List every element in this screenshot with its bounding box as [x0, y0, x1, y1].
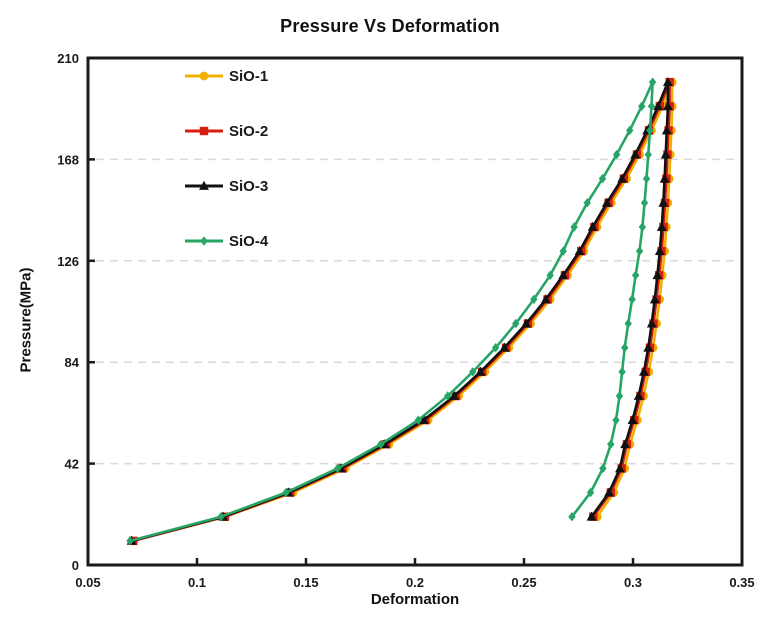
series-SiO-4-marker — [583, 198, 591, 208]
series-SiO-3-marker — [601, 197, 612, 207]
series-SiO-4-marker — [586, 487, 595, 498]
series-SiO-3-marker — [521, 318, 532, 328]
series-SiO-4-marker — [530, 294, 538, 305]
series-SiO-3-marker — [617, 173, 627, 183]
x-axis-title: Deformation — [370, 591, 460, 608]
series-SiO-4-marker — [607, 439, 615, 449]
series-SiO-4-line — [128, 80, 654, 543]
legend-SiO-4-label: SiO-4 — [229, 233, 269, 250]
series-SiO-4-marker — [612, 415, 620, 425]
series-SiO-2-line — [132, 80, 671, 543]
series-SiO-3-marker — [586, 511, 597, 521]
series-SiO-3-marker — [654, 245, 665, 256]
series-SiO-3-marker — [659, 173, 670, 183]
series-SiO-4-marker — [618, 367, 626, 377]
series-SiO-3-marker — [418, 414, 429, 425]
series-SiO-4-marker — [646, 125, 654, 136]
series-SiO-3-marker — [656, 221, 667, 231]
x-tick-label-0.25: 0.25 — [511, 575, 536, 590]
series-SiO-4-marker — [621, 343, 629, 353]
x-tick-label-0.35: 0.35 — [729, 575, 754, 590]
series-SiO-3-marker — [499, 342, 510, 352]
series-SiO-4-marker — [638, 101, 646, 111]
series-SiO-4-marker — [126, 536, 134, 546]
series-SiO-3-marker — [615, 463, 625, 473]
series-SiO-4-marker — [631, 270, 640, 280]
series-SiO-4-marker — [414, 415, 422, 425]
series-SiO-3-marker — [658, 197, 669, 207]
y-tick-label-0: 0 — [72, 558, 79, 573]
series-SiO-4-marker — [491, 343, 500, 353]
series-SiO-4-marker — [644, 149, 652, 160]
series-SiO-3-marker — [574, 245, 585, 256]
y-tick-label-168: 168 — [57, 152, 79, 167]
legend-SiO-1-label: SiO-1 — [229, 68, 268, 85]
series-SiO-4-marker — [377, 439, 385, 449]
series-SiO-4-marker — [624, 318, 632, 329]
series-SiO-4-marker — [648, 77, 657, 87]
series-SiO-4-marker — [647, 101, 656, 111]
series-SiO-4-marker — [444, 391, 452, 401]
x-tick-label-0.2: 0.2 — [406, 575, 424, 590]
series-SiO-3-marker — [660, 149, 671, 159]
series-SiO-3-marker — [630, 149, 641, 159]
legend-SiO-3-label: SiO-3 — [229, 178, 268, 195]
series-SiO-3-marker — [662, 101, 673, 111]
series-SiO-3-line — [130, 80, 670, 543]
series-SiO-4-marker — [512, 318, 520, 329]
series-SiO-3-marker — [653, 101, 663, 111]
series-SiO-3-marker — [662, 76, 673, 87]
series-SiO-4-marker — [638, 222, 647, 232]
series-SiO-3-marker — [587, 221, 598, 231]
x-tick-label-0.05: 0.05 — [75, 575, 100, 590]
y-tick-label-126: 126 — [57, 254, 79, 269]
series-SiO-3-marker — [652, 270, 663, 280]
series-SiO-3-marker — [558, 270, 569, 280]
series-SiO-3-marker — [639, 366, 649, 376]
x-tick-label-0.1: 0.1 — [188, 575, 206, 590]
series-SiO-4-marker — [282, 487, 290, 498]
series-SiO-3-marker — [627, 414, 638, 425]
series-SiO-4-marker — [612, 149, 621, 160]
series-SiO-3-marker — [661, 125, 672, 135]
series-SiO-4-marker — [570, 222, 578, 232]
series-SiO-3-marker — [643, 342, 654, 352]
series-SiO-4-marker — [217, 512, 225, 522]
series-SiO-4-marker — [546, 270, 554, 280]
x-tick-label-0.15: 0.15 — [293, 575, 318, 590]
series-SiO-4-marker — [599, 463, 607, 474]
legend-SiO-3-marker — [199, 180, 209, 190]
series-SiO-3-marker — [620, 439, 631, 449]
series-SiO-3-marker — [604, 487, 614, 497]
series-SiO-3-marker — [475, 366, 486, 376]
series-SiO-3-marker — [649, 294, 660, 304]
legend-SiO-4-marker — [200, 236, 208, 246]
series-SiO-1-line — [131, 80, 674, 543]
series-SiO-3-marker — [449, 390, 460, 400]
series-SiO-4-marker — [635, 246, 644, 256]
y-tick-label-42: 42 — [65, 457, 79, 472]
series-SiO-4-marker — [642, 174, 651, 184]
legend-SiO-2-label: SiO-2 — [229, 123, 268, 140]
y-tick-label-84: 84 — [65, 355, 80, 370]
series-SiO-4-marker — [640, 198, 649, 208]
series-SiO-4-marker — [598, 174, 607, 184]
chart-title: Pressure Vs Deformation — [280, 16, 500, 36]
series-SiO-4-marker — [333, 463, 342, 474]
series-SiO-3-marker — [646, 318, 657, 328]
series-SiO-3-marker — [540, 294, 551, 304]
series-SiO-4-marker — [628, 294, 636, 305]
x-tick-label-0.3: 0.3 — [624, 575, 642, 590]
legend-SiO-1-marker — [199, 71, 209, 81]
y-tick-label-210: 210 — [57, 51, 79, 66]
series-SiO-4-marker — [568, 512, 576, 522]
series-SiO-3-marker — [633, 390, 644, 400]
legend-SiO-2-marker — [199, 126, 209, 136]
series-SiO-4-marker — [469, 367, 477, 377]
series-SiO-4-marker — [559, 246, 567, 256]
series-SiO-4-marker — [615, 391, 624, 401]
series-SiO-4-marker — [626, 125, 634, 136]
